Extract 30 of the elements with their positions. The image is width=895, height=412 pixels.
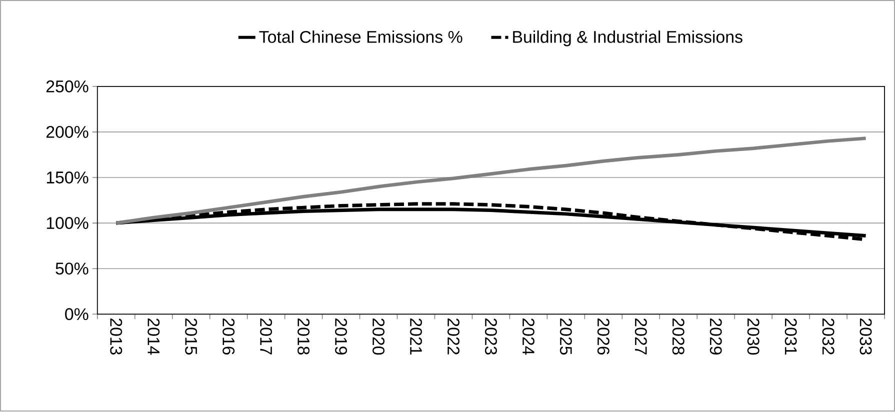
- x-tick-label: 2019: [335, 318, 348, 355]
- x-tick-label: 2026: [597, 318, 610, 355]
- x-tick-label: 2021: [410, 318, 422, 355]
- x-tick-label: 2030: [747, 318, 760, 355]
- x-tick-label: 2033: [860, 318, 872, 355]
- x-tick-label: 2031: [784, 318, 797, 355]
- x-tick-label: 2028: [672, 318, 684, 355]
- x-tick-label: 2025: [560, 318, 572, 355]
- y-tick-label: 200%: [46, 126, 88, 138]
- y-tick-label: 150%: [46, 172, 88, 184]
- y-tick-label: 0%: [65, 308, 88, 320]
- x-tick-label: 2020: [372, 318, 385, 355]
- x-tick-label: 2027: [634, 318, 647, 355]
- x-tick-label: 2017: [260, 318, 272, 355]
- y-tick-label: 250%: [46, 80, 88, 93]
- x-tick-label: 2029: [710, 318, 722, 355]
- y-tick-label: 100%: [46, 217, 88, 230]
- x-tick-label: 2013: [110, 318, 122, 355]
- x-tick-label: 2022: [447, 318, 460, 355]
- y-tick-label: 50%: [56, 262, 88, 275]
- x-tick-label: 2015: [185, 318, 198, 355]
- legend-label: Total Chinese Emissions %: [259, 30, 462, 44]
- line-series: [114, 136, 868, 226]
- x-tick-label: 2016: [222, 318, 235, 355]
- legend-label: Building & Industrial Emissions: [513, 30, 742, 47]
- x-tick-label: 2023: [484, 318, 497, 355]
- x-tick-label: 2032: [822, 318, 834, 355]
- x-tick-label: 2024: [522, 318, 534, 356]
- x-tick-label: 2018: [298, 318, 310, 355]
- x-tick-label: 2014: [148, 318, 160, 356]
